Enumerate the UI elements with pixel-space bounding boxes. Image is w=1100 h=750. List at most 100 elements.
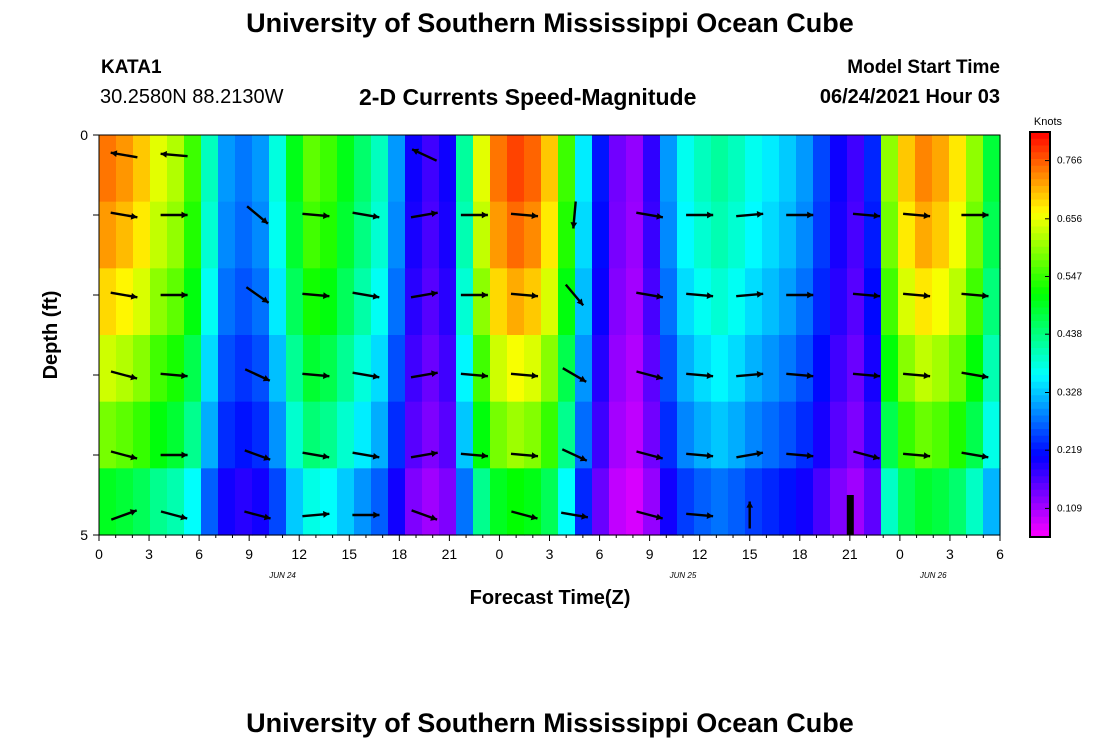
- heatmap-cell: [337, 268, 355, 336]
- colorbar-segment: [1030, 530, 1050, 538]
- heatmap-cell: [932, 335, 950, 403]
- heatmap-cell: [711, 335, 729, 403]
- current-vector: [110, 150, 138, 159]
- heatmap-cell: [626, 135, 644, 203]
- heatmap-cell: [949, 201, 967, 269]
- heatmap-cell: [728, 201, 746, 269]
- heatmap-cell: [949, 268, 967, 336]
- current-vector: [244, 368, 271, 382]
- colorbar-segment: [1030, 327, 1050, 335]
- heatmap-cell: [490, 268, 508, 336]
- heatmap-cell: [303, 468, 321, 536]
- heatmap-cell: [983, 268, 1001, 336]
- heatmap-cell: [677, 201, 695, 269]
- heatmap-cell: [337, 401, 355, 469]
- heatmap-cell: [507, 401, 525, 469]
- heatmap-cell: [303, 201, 321, 269]
- current-vector: [902, 372, 931, 379]
- heatmap-cell: [796, 401, 814, 469]
- heatmap-cell: [558, 201, 576, 269]
- heatmap-cell: [303, 401, 321, 469]
- vector-head: [981, 373, 989, 380]
- heatmap-cell: [388, 335, 406, 403]
- current-vector: [902, 452, 931, 459]
- current-vector: [786, 452, 814, 459]
- vector-head: [531, 372, 538, 379]
- heatmap-cell: [354, 135, 372, 203]
- heatmap-cell: [456, 468, 474, 536]
- heatmap-cell: [422, 335, 440, 403]
- heatmap-cell: [320, 135, 338, 203]
- heatmap-cell: [133, 468, 151, 536]
- heatmap-cell: [762, 268, 780, 336]
- heatmap-cell: [286, 401, 304, 469]
- current-vector: [636, 370, 664, 381]
- vector-head: [322, 453, 330, 460]
- heatmap-cell: [371, 201, 389, 269]
- heatmap-cell: [218, 268, 236, 336]
- vector-head: [431, 290, 438, 297]
- heatmap-cell: [779, 135, 797, 203]
- vector-head: [263, 454, 271, 461]
- heatmap-cell: [575, 468, 593, 536]
- vector-head: [981, 453, 989, 460]
- current-vector: [736, 291, 764, 298]
- colorbar-segment: [1030, 321, 1050, 329]
- current-vector: [160, 151, 188, 158]
- heatmap-cell: [354, 201, 372, 269]
- heatmap-cell: [235, 268, 253, 336]
- heatmap-cell: [150, 268, 168, 336]
- current-vectors: [110, 148, 989, 535]
- heatmap-cell: [847, 201, 865, 269]
- heatmap-cell: [762, 335, 780, 403]
- current-vector: [570, 201, 578, 229]
- heatmap-cell: [422, 468, 440, 536]
- vector-head: [323, 212, 330, 219]
- heatmap-cell: [150, 201, 168, 269]
- heatmap-cell: [524, 268, 542, 336]
- heatmap-cell: [762, 468, 780, 536]
- current-vector: [961, 292, 989, 299]
- current-vector: [961, 451, 989, 460]
- heatmap-cell: [405, 268, 423, 336]
- heatmap-cell: [558, 135, 576, 203]
- heatmap-cell: [541, 335, 559, 403]
- current-vector: [244, 510, 271, 521]
- x-tick-label: 15: [742, 546, 758, 562]
- heatmap-cell: [99, 468, 117, 536]
- current-vector: [510, 212, 539, 219]
- heatmap-cell: [575, 335, 593, 403]
- heatmap-cell: [541, 268, 559, 336]
- heatmap-cell: [881, 268, 899, 336]
- vector-head: [130, 453, 138, 461]
- heatmap-cell: [966, 268, 984, 336]
- colorbar-segment: [1030, 145, 1050, 153]
- heatmap-cell: [184, 468, 202, 536]
- current-vector: [686, 512, 714, 519]
- current-vector: [852, 292, 881, 299]
- heatmap-cell: [830, 135, 848, 203]
- current-vector: [852, 212, 881, 219]
- heatmap-cell: [575, 135, 593, 203]
- heatmap-cell: [864, 401, 882, 469]
- heatmap-cell: [711, 201, 729, 269]
- vector-head: [130, 373, 138, 381]
- heatmap-cell: [320, 335, 338, 403]
- vector-head: [872, 453, 880, 461]
- colorbar-segment: [1030, 348, 1050, 356]
- heatmap-cell: [473, 335, 491, 403]
- heatmap-cell: [150, 135, 168, 203]
- current-vector: [510, 452, 539, 459]
- vector-head: [262, 375, 270, 382]
- colorbar-segment: [1030, 408, 1050, 416]
- heatmap-cell: [405, 135, 423, 203]
- heatmap-cell: [235, 335, 253, 403]
- date-label: JUN 25: [669, 571, 697, 580]
- time-marker: [846, 495, 854, 535]
- heatmap-cell: [218, 335, 236, 403]
- current-vector: [511, 510, 538, 521]
- vector-head: [706, 512, 714, 519]
- heatmap-cell: [541, 468, 559, 536]
- x-tick-label: 21: [442, 546, 458, 562]
- heatmap-cell: [609, 135, 627, 203]
